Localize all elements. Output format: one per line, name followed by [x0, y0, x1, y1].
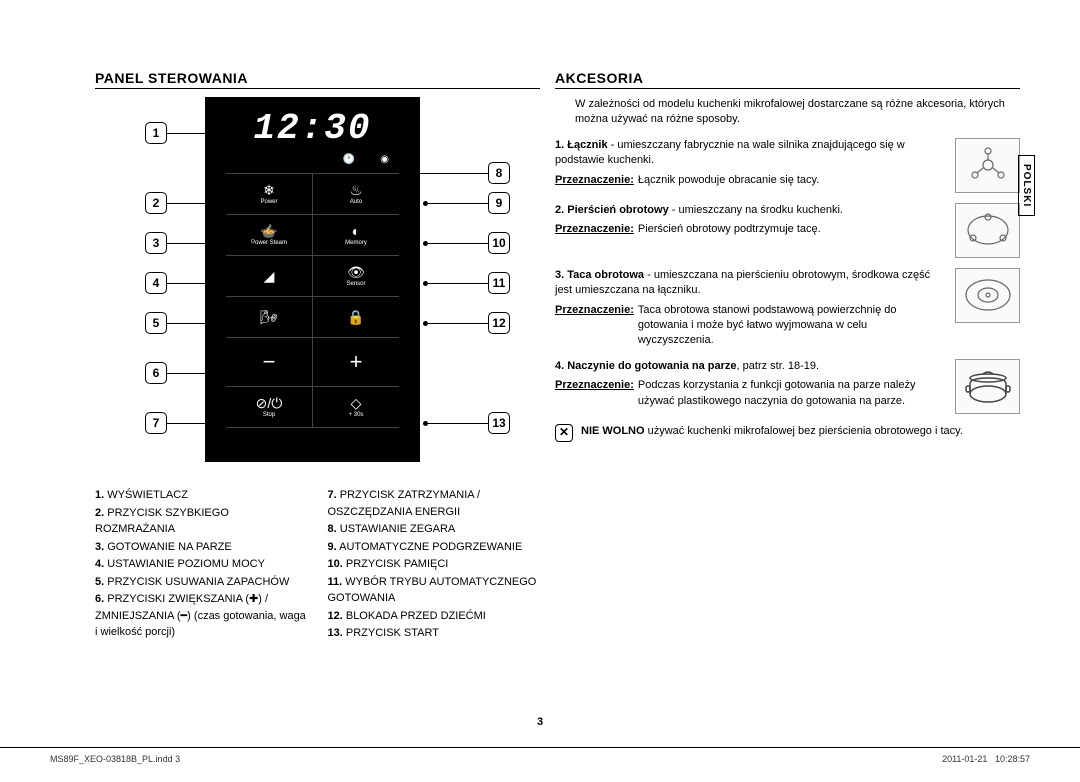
accessory-image [955, 138, 1020, 193]
legend-item: 8. USTAWIANIE ZEGARA [328, 521, 541, 538]
accessory-image [955, 268, 1020, 323]
panel-legend: 1. WYŚWIETLACZ2. PRZYCISK SZYBKIEGO ROZM… [95, 487, 540, 643]
legend-item: 9. AUTOMATYCZNE PODGRZEWANIE [328, 539, 541, 556]
accessory-item: 1. Łącznik - umieszczany fabrycznie na w… [555, 138, 1020, 193]
clock-icon: 🕐 [343, 154, 355, 165]
btn-memory: ◐Memory [313, 215, 399, 255]
legend-item: 1. WYŚWIETLACZ [95, 487, 308, 504]
callout-10: 10 [488, 232, 510, 254]
accessory-item: 3. Taca obrotowa - umieszczana na pierśc… [555, 268, 1020, 349]
callout-3: 3 [145, 232, 167, 254]
callout-4: 4 [145, 272, 167, 294]
legend-item: 13. PRZYCISK START [328, 625, 541, 642]
legend-item: 2. PRZYCISK SZYBKIEGO ROZMRAŻANIA [95, 505, 308, 538]
legend-item: 12. BLOKADA PRZED DZIEĆMI [328, 608, 541, 625]
btn-plus: + [313, 338, 399, 386]
callout-2: 2 [145, 192, 167, 214]
legend-item: 11. WYBÓR TRYBU AUTOMATYCZNEGO GOTOWANIA [328, 574, 541, 607]
legend-item: 5. PRZYCISK USUWANIA ZAPACHÓW [95, 574, 308, 591]
accessories-intro: W zależności od modelu kuchenki mikrofal… [555, 97, 1020, 128]
callout-9: 9 [488, 192, 510, 214]
warning: ✕ NIE WOLNO używać kuchenki mikrofalowej… [555, 424, 1020, 442]
legend-item: 7. PRZYCISK ZATRZYMANIA / OSZCZĘDZANIA E… [328, 487, 541, 520]
legend-item: 10. PRZYCISK PAMIĘCI [328, 556, 541, 573]
accessory-image [955, 203, 1020, 258]
btn-sensor: 👁Sensor [313, 256, 399, 296]
callout-6: 6 [145, 362, 167, 384]
callout-5: 5 [145, 312, 167, 334]
eco-icon: ◉ [380, 154, 389, 165]
language-tab: POLSKI [1018, 155, 1035, 216]
legend-item: 6. PRZYCISKI ZWIĘKSZANIA (✚) / ZMNIEJSZA… [95, 591, 308, 641]
callout-7: 7 [145, 412, 167, 434]
display-value: 12:30 [253, 108, 371, 149]
panel-heading: PANEL STEROWANIA [95, 70, 540, 89]
page-number: 3 [537, 716, 543, 728]
callout-12: 12 [488, 312, 510, 334]
callout-13: 13 [488, 412, 510, 434]
btn-lock: 🔒 [313, 297, 399, 337]
callout-1: 1 [145, 122, 167, 144]
legend-item: 3. GOTOWANIE NA PARZE [95, 539, 308, 556]
legend-item: 4. USTAWIANIE POZIOMU MOCY [95, 556, 308, 573]
warning-icon: ✕ [555, 424, 573, 442]
btn-start: ◇+ 30s [313, 387, 399, 427]
footer: MS89F_XEO-03818B_PL.indd 3 2011-01-21 10… [0, 747, 1080, 764]
accessory-item: 4. Naczynie do gotowania na parze, patrz… [555, 359, 1020, 414]
accessory-image [955, 359, 1020, 414]
callout-8: 8 [488, 162, 510, 184]
accessory-item: 2. Pierścień obrotowy - umieszczany na ś… [555, 203, 1020, 258]
accessories-heading: AKCESORIA [555, 70, 1020, 89]
callout-11: 11 [488, 272, 510, 294]
control-panel-diagram: 12:30 🕐 ◉ ❄Power ♨Auto 🍲Power Steam ◐Mem… [95, 97, 540, 467]
btn-auto: ♨Auto [313, 174, 399, 214]
